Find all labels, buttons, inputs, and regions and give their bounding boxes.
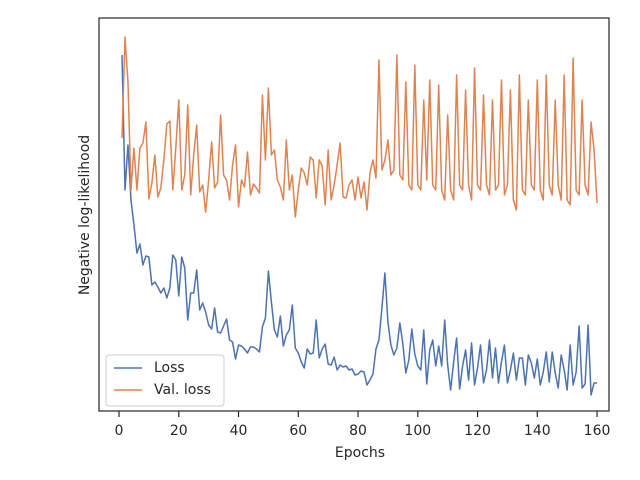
legend-label: Val. loss: [154, 382, 211, 398]
plot-frame: [98, 17, 610, 412]
x-tick-label: 100: [404, 423, 431, 439]
y-axis-label: Negative log-likelihood: [77, 135, 93, 295]
x-tick-label: 80: [349, 423, 367, 439]
line-series: [121, 54, 598, 396]
x-tick-label: 20: [170, 423, 188, 439]
line-series: [121, 36, 598, 218]
x-tick-label: 60: [289, 423, 307, 439]
x-axis-label: Epochs: [335, 445, 385, 461]
x-tick-label: 140: [524, 423, 551, 439]
x-tick-label: 0: [115, 423, 124, 439]
legend-label: Loss: [154, 360, 185, 376]
x-tick-label: 160: [584, 423, 611, 439]
x-tick-label: 40: [230, 423, 248, 439]
x-tick-label: 120: [464, 423, 491, 439]
